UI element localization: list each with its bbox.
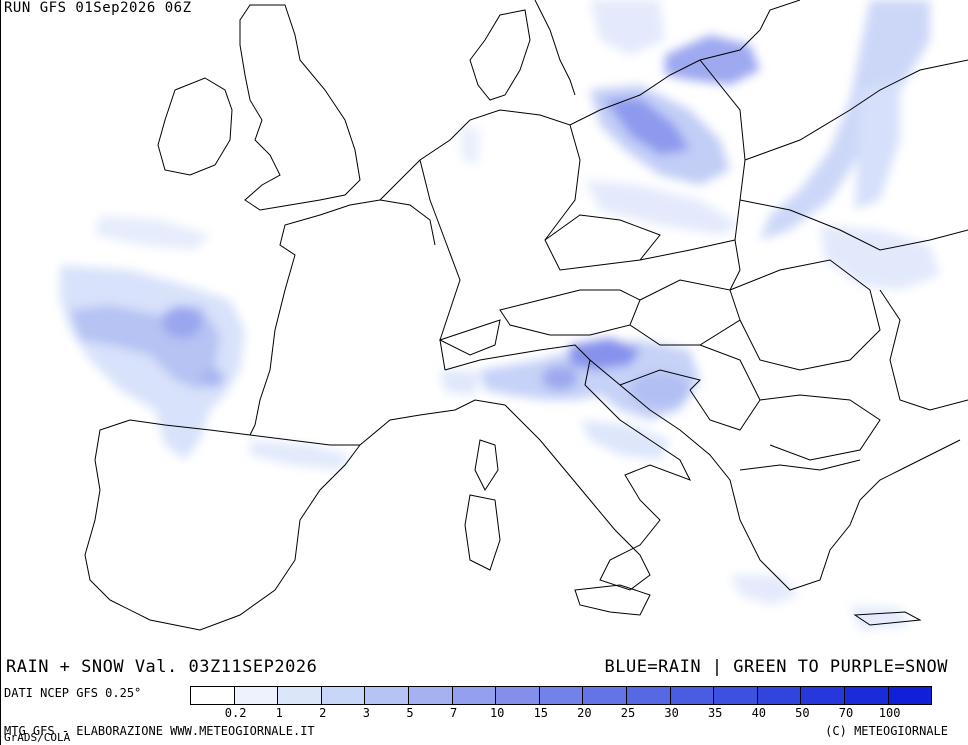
border-croatia [619, 369, 701, 391]
colorbar-tick-label: 7 [449, 706, 458, 720]
balkan-coast [589, 359, 961, 591]
variable-title: RAIN + SNOW Val. 03Z11SEP2026 [6, 657, 318, 677]
border-ukraine [739, 199, 968, 251]
colorbar-swatch [756, 686, 802, 705]
colorbar-swatch [625, 686, 671, 705]
colorbar-swatch [582, 686, 627, 705]
border-romania [729, 259, 881, 371]
black-sea-coast [879, 289, 968, 411]
border-layer [249, 59, 968, 471]
border-greece [739, 459, 861, 471]
colorbar-tick-label: 100 [878, 706, 901, 720]
border-italy-north [444, 344, 591, 371]
copyright: (C) METEOGIORNALE [825, 724, 948, 738]
colorbar-swatch [190, 686, 235, 705]
precip-east-edge [855, 80, 900, 210]
colorbar-swatch [451, 686, 497, 705]
sardinia-outline [464, 494, 501, 571]
border-spain-france [249, 434, 360, 446]
colorbar-tick-label: 2 [319, 706, 327, 720]
colorbar-swatch [538, 686, 584, 705]
border-slovakia [639, 239, 741, 291]
great-britain-outline [239, 4, 361, 211]
colorbar-swatch [277, 686, 322, 705]
precip-alps-west [440, 370, 480, 395]
colorbar-tick-label: 70 [838, 706, 854, 720]
processing-credit: MTG GFS - ELABORAZIONE WWW.METEOGIORNALE… [4, 724, 315, 738]
colorbar-tick-label: 5 [406, 706, 414, 720]
colorbar-tick-label: 40 [751, 706, 767, 720]
precip-baltic [665, 35, 760, 85]
colorbar-tick-label: 25 [620, 706, 636, 720]
border-austria [499, 289, 641, 336]
colorbar-swatch [407, 686, 453, 705]
legend-panel: RAIN + SNOW Val. 03Z11SEP2026 BLUE=RAIN … [0, 655, 968, 745]
coastline-layer [84, 0, 968, 631]
iberia-south-coast [109, 444, 361, 631]
software-credit: GrADS/COLA [4, 731, 71, 744]
colorbar-tick-label: 1 [275, 706, 283, 720]
precip-poland-core [605, 98, 690, 155]
frame-left-border [0, 0, 1, 745]
precip-lithuania [590, 0, 665, 55]
border-czech [544, 214, 661, 271]
precip-atlantic-peak [162, 306, 202, 338]
sweden-coast [534, 0, 576, 96]
data-source: DATI NCEP GFS 0.25° [4, 686, 142, 700]
iberia-north-coast [84, 419, 251, 601]
legend-description: BLUE=RAIN | GREEN TO PURPLE=SNOW [604, 657, 948, 677]
colorbar-tick-label: 10 [489, 706, 505, 720]
colorbar-tick-label: 20 [577, 706, 592, 720]
colorbar-swatch [713, 686, 758, 705]
precip-atlantic-peak2 [200, 369, 224, 387]
colorbar-swatch [320, 686, 366, 705]
border-benelux [379, 199, 436, 246]
denmark-outline [469, 9, 531, 101]
border-hungary [629, 279, 741, 346]
precip-biscay [95, 215, 210, 250]
crete-outline [853, 611, 922, 626]
france-atlantic-coast [249, 199, 381, 436]
colorbar [190, 686, 933, 705]
colorbar-swatch [843, 686, 889, 705]
france-med-coast [359, 399, 506, 446]
colorbar-swatch [669, 686, 715, 705]
colorbar-tick-label: 15 [533, 706, 549, 720]
precipitation-layer [60, 0, 940, 630]
border-switzerland [438, 319, 501, 356]
precip-bosnia [630, 372, 690, 408]
precip-belarus-band [760, 0, 930, 240]
colorbar-swatch [364, 686, 409, 705]
precip-pyrenees [250, 440, 350, 470]
precip-crete [850, 605, 910, 630]
border-germany-poland [544, 124, 581, 241]
italy-outline [504, 359, 692, 591]
colorbar-tick-label: 50 [795, 706, 810, 720]
precip-genoa [542, 366, 578, 390]
border-serbia [689, 344, 761, 431]
colorbar-tick-label: 3 [362, 706, 371, 720]
precip-north-sea [460, 125, 480, 165]
colorbar-swatch [887, 686, 933, 705]
colorbar-ticks: 0.2 1 2 3 5 7 10 15 20 25 30 35 40 50 70 100 [190, 706, 968, 722]
corsica-outline [474, 439, 499, 492]
border-belarus [744, 59, 968, 161]
border-france-germany [419, 159, 461, 371]
precip-adriatic [580, 420, 670, 460]
sicily-outline [574, 584, 651, 616]
mainland-coast [379, 0, 801, 201]
weather-map [60, 0, 968, 631]
colorbar-swatch [495, 686, 540, 705]
colorbar-swatch [800, 686, 845, 705]
precip-slovenia-core [570, 338, 640, 370]
run-label: RUN GFS 01Sep2026 06Z [4, 0, 192, 16]
colorbar-tick-label: 30 [664, 706, 679, 720]
colorbar-swatch [233, 686, 279, 705]
ireland-outline [157, 77, 233, 176]
colorbar-tick-label: 35 [707, 706, 723, 720]
border-bulgaria [759, 394, 881, 461]
precip-poland-south [585, 180, 740, 235]
colorbar-tick-label: 0.2 [224, 706, 247, 720]
precip-ukraine [820, 225, 940, 290]
